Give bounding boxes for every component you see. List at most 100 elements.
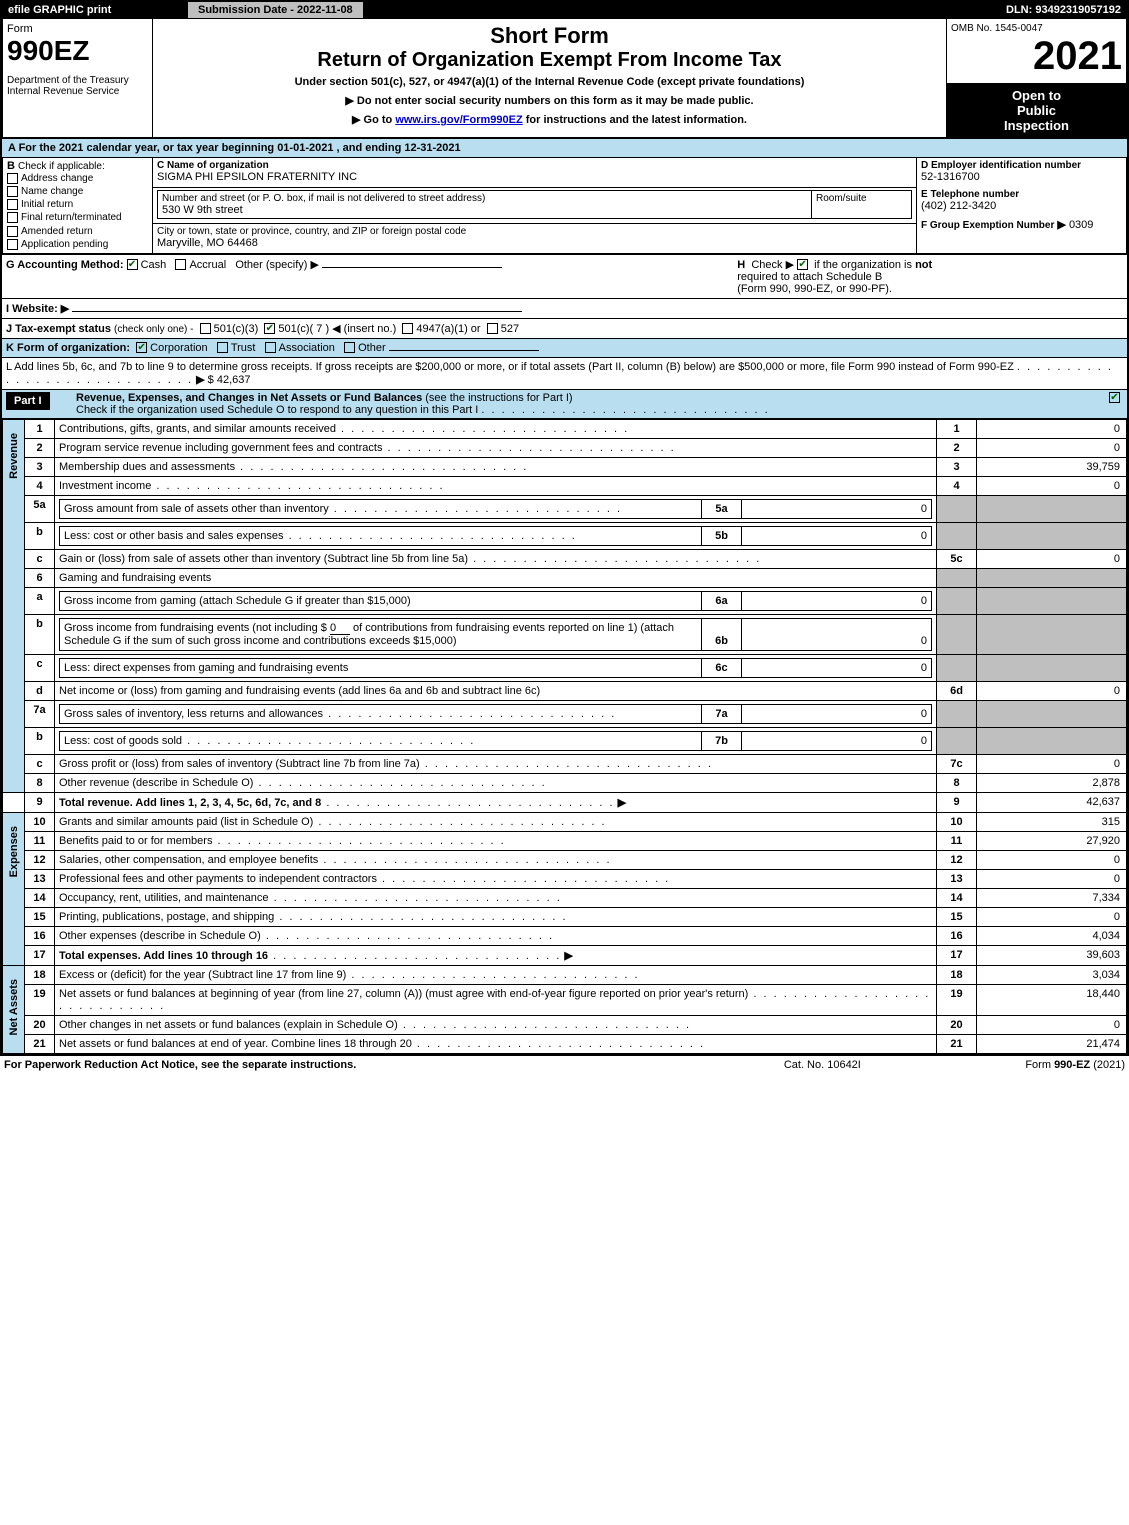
checkbox-amended-return[interactable] bbox=[7, 226, 18, 237]
line-8-desc: Other revenue (describe in Schedule O) bbox=[59, 777, 253, 789]
line-20-desc: Other changes in net assets or fund bala… bbox=[59, 1019, 398, 1031]
line-g-label: G Accounting Method: bbox=[6, 259, 124, 271]
line-18-amount: 3,034 bbox=[977, 965, 1127, 984]
line-l-text: L Add lines 5b, 6c, and 7b to line 9 to … bbox=[6, 361, 1014, 373]
subtitle: Under section 501(c), 527, or 4947(a)(1)… bbox=[157, 76, 942, 88]
org-name: SIGMA PHI EPSILON FRATERNITY INC bbox=[157, 171, 912, 183]
line-21-amount: 21,474 bbox=[977, 1034, 1127, 1053]
line-i-label: I Website: ▶ bbox=[6, 303, 69, 315]
city-value: Maryville, MO 64468 bbox=[157, 237, 912, 249]
checkbox-association[interactable] bbox=[265, 342, 276, 353]
city-label: City or town, state or province, country… bbox=[157, 226, 912, 237]
line-k-label: K Form of organization: bbox=[6, 342, 130, 354]
footer-left: For Paperwork Reduction Act Notice, see … bbox=[4, 1059, 356, 1071]
line-8-amount: 2,878 bbox=[977, 773, 1127, 792]
line-20-amount: 0 bbox=[977, 1015, 1127, 1034]
checkbox-accrual[interactable] bbox=[175, 259, 186, 270]
form-header: Form 990EZ Department of the Treasury In… bbox=[2, 18, 1127, 138]
box-b-label: B bbox=[7, 160, 15, 172]
checkbox-501c[interactable] bbox=[264, 323, 275, 334]
line-a: A For the 2021 calendar year, or tax yea… bbox=[2, 138, 1127, 157]
line-10-desc: Grants and similar amounts paid (list in… bbox=[59, 816, 313, 828]
checkbox-corporation[interactable] bbox=[136, 342, 147, 353]
line-5b-desc: Less: cost or other basis and sales expe… bbox=[64, 530, 284, 542]
line-5a-amount: 0 bbox=[742, 499, 932, 518]
line-7c-desc: Gross profit or (loss) from sales of inv… bbox=[59, 758, 420, 770]
checkbox-initial-return[interactable] bbox=[7, 199, 18, 210]
dln-label: DLN: 93492319057192 bbox=[538, 2, 1127, 18]
line-7c-amount: 0 bbox=[977, 754, 1127, 773]
line-3-desc: Membership dues and assessments bbox=[59, 461, 235, 473]
checkbox-cash[interactable] bbox=[127, 259, 138, 270]
box-c-label: C Name of organization bbox=[157, 160, 912, 171]
line-7a-amount: 0 bbox=[742, 704, 932, 723]
line-17-amount: 39,603 bbox=[977, 945, 1127, 965]
room-suite-label: Room/suite bbox=[816, 193, 907, 204]
page-footer: For Paperwork Reduction Act Notice, see … bbox=[0, 1056, 1129, 1074]
line-17-desc: Total expenses. Add lines 10 through 16 bbox=[59, 950, 268, 962]
part-1-tag: Part I bbox=[6, 392, 50, 410]
line-12-amount: 0 bbox=[977, 850, 1127, 869]
checkbox-501c3[interactable] bbox=[200, 323, 211, 334]
short-form-title: Short Form bbox=[157, 23, 942, 49]
line-16-desc: Other expenses (describe in Schedule O) bbox=[59, 930, 261, 942]
checkbox-trust[interactable] bbox=[217, 342, 228, 353]
checkbox-name-change[interactable] bbox=[7, 186, 18, 197]
box-b-options: Address change Name change Initial retur… bbox=[7, 172, 148, 251]
line-7b-amount: 0 bbox=[742, 731, 932, 750]
line-6c-desc: Less: direct expenses from gaming and fu… bbox=[64, 662, 348, 674]
revenue-tab: Revenue bbox=[8, 423, 20, 489]
topbar: efile GRAPHIC print Submission Date - 20… bbox=[2, 2, 1127, 18]
line-15-amount: 0 bbox=[977, 907, 1127, 926]
line-6b-amount: 0 bbox=[742, 618, 932, 650]
line-2-desc: Program service revenue including govern… bbox=[59, 442, 382, 454]
checkbox-527[interactable] bbox=[487, 323, 498, 334]
submission-date: Submission Date - 2022-11-08 bbox=[188, 2, 363, 18]
line-4-desc: Investment income bbox=[59, 480, 151, 492]
line-2-amount: 0 bbox=[977, 438, 1127, 457]
phone-value: (402) 212-3420 bbox=[921, 200, 1122, 212]
checkbox-other-org[interactable] bbox=[344, 342, 355, 353]
footer-cat-no: Cat. No. 10642I bbox=[736, 1056, 910, 1074]
dept-label: Department of the Treasury Internal Reve… bbox=[7, 75, 148, 97]
line-6d-amount: 0 bbox=[977, 681, 1127, 700]
line-6a-amount: 0 bbox=[742, 591, 932, 610]
line-14-desc: Occupancy, rent, utilities, and maintena… bbox=[59, 892, 269, 904]
form-word: Form bbox=[7, 23, 148, 35]
group-exemption-value: 0309 bbox=[1069, 219, 1093, 231]
line-6d-desc: Net income or (loss) from gaming and fun… bbox=[59, 685, 540, 697]
gross-receipts-value: $ 42,637 bbox=[208, 374, 251, 386]
net-assets-tab: Net Assets bbox=[8, 969, 20, 1045]
checkbox-address-change[interactable] bbox=[7, 173, 18, 184]
checkbox-4947[interactable] bbox=[402, 323, 413, 334]
open-to-public: Open to Public Inspection bbox=[947, 84, 1127, 138]
footer-form-ref: 990-EZ bbox=[1054, 1059, 1090, 1071]
line-h-label: H bbox=[737, 259, 745, 271]
checkbox-h[interactable] bbox=[797, 259, 808, 270]
line-7b-desc: Less: cost of goods sold bbox=[64, 735, 182, 747]
checkbox-final-return[interactable] bbox=[7, 212, 18, 223]
box-f-label: F Group Exemption Number bbox=[921, 220, 1054, 231]
main-title: Return of Organization Exempt From Incom… bbox=[157, 49, 942, 72]
line-11-desc: Benefits paid to or for members bbox=[59, 835, 212, 847]
line-6-desc: Gaming and fundraising events bbox=[55, 568, 937, 587]
efile-label: efile GRAPHIC print bbox=[2, 2, 182, 18]
tax-year: 2021 bbox=[951, 34, 1122, 79]
checkbox-schedule-o[interactable] bbox=[1109, 392, 1120, 403]
line-18-desc: Excess or (deficit) for the year (Subtra… bbox=[59, 969, 346, 981]
line-9-desc: Total revenue. Add lines 1, 2, 3, 4, 5c,… bbox=[59, 797, 321, 809]
line-19-desc: Net assets or fund balances at beginning… bbox=[59, 988, 748, 1000]
form-number: 990EZ bbox=[7, 35, 148, 67]
line-14-amount: 7,334 bbox=[977, 888, 1127, 907]
checkbox-application-pending[interactable] bbox=[7, 239, 18, 250]
line-1-amount: 0 bbox=[977, 419, 1127, 438]
box-e-label: E Telephone number bbox=[921, 189, 1122, 200]
street-value: 530 W 9th street bbox=[162, 204, 807, 216]
line-3-amount: 39,759 bbox=[977, 457, 1127, 476]
instruction-1: ▶ Do not enter social security numbers o… bbox=[157, 94, 942, 107]
part-1-check-line: Check if the organization used Schedule … bbox=[76, 404, 478, 416]
line-6b-desc1: Gross income from fundraising events (no… bbox=[64, 622, 327, 634]
line-5a-desc: Gross amount from sale of assets other t… bbox=[64, 503, 329, 515]
line-13-desc: Professional fees and other payments to … bbox=[59, 873, 377, 885]
irs-link[interactable]: www.irs.gov/Form990EZ bbox=[395, 114, 522, 126]
